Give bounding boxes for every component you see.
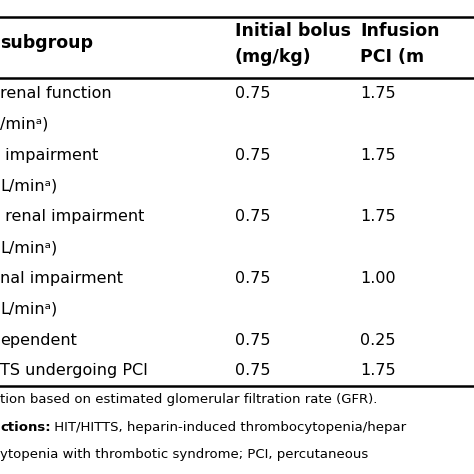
- Text: 0.75: 0.75: [235, 86, 270, 101]
- Text: impairment: impairment: [0, 148, 99, 163]
- Text: 0.75: 0.75: [235, 210, 270, 224]
- Text: tion based on estimated glomerular filtration rate (GFR).: tion based on estimated glomerular filtr…: [0, 393, 377, 406]
- Text: L/minᵃ): L/minᵃ): [0, 240, 57, 255]
- Text: 0.75: 0.75: [235, 333, 270, 347]
- Text: Initial bolus: Initial bolus: [235, 22, 351, 39]
- Text: subgroup: subgroup: [0, 34, 93, 52]
- Text: L/minᵃ): L/minᵃ): [0, 179, 57, 193]
- Text: 0.75: 0.75: [235, 364, 270, 378]
- Text: 0.75: 0.75: [235, 271, 270, 286]
- Text: HIT/HITTS, heparin-induced thrombocytopenia/hepar: HIT/HITTS, heparin-induced thrombocytope…: [50, 421, 406, 434]
- Text: 1.75: 1.75: [360, 148, 396, 163]
- Text: (mg/kg): (mg/kg): [235, 48, 311, 65]
- Text: PCI (m: PCI (m: [360, 48, 424, 65]
- Text: ytopenia with thrombotic syndrome; PCI, percutaneous: ytopenia with thrombotic syndrome; PCI, …: [0, 448, 368, 461]
- Text: ependent: ependent: [0, 333, 77, 347]
- Text: Infusion: Infusion: [360, 22, 440, 39]
- Text: TS undergoing PCI: TS undergoing PCI: [0, 364, 148, 378]
- Text: renal impairment: renal impairment: [0, 210, 145, 224]
- Text: ctions:: ctions:: [0, 421, 51, 434]
- Text: nal impairment: nal impairment: [0, 271, 123, 286]
- Text: 0.75: 0.75: [235, 148, 270, 163]
- Text: 1.00: 1.00: [360, 271, 396, 286]
- Text: /minᵃ): /minᵃ): [0, 117, 48, 132]
- Text: renal function: renal function: [0, 86, 111, 101]
- Text: L/minᵃ): L/minᵃ): [0, 302, 57, 317]
- Text: 1.75: 1.75: [360, 364, 396, 378]
- Text: 1.75: 1.75: [360, 210, 396, 224]
- Text: 0.25: 0.25: [360, 333, 396, 347]
- Text: 1.75: 1.75: [360, 86, 396, 101]
